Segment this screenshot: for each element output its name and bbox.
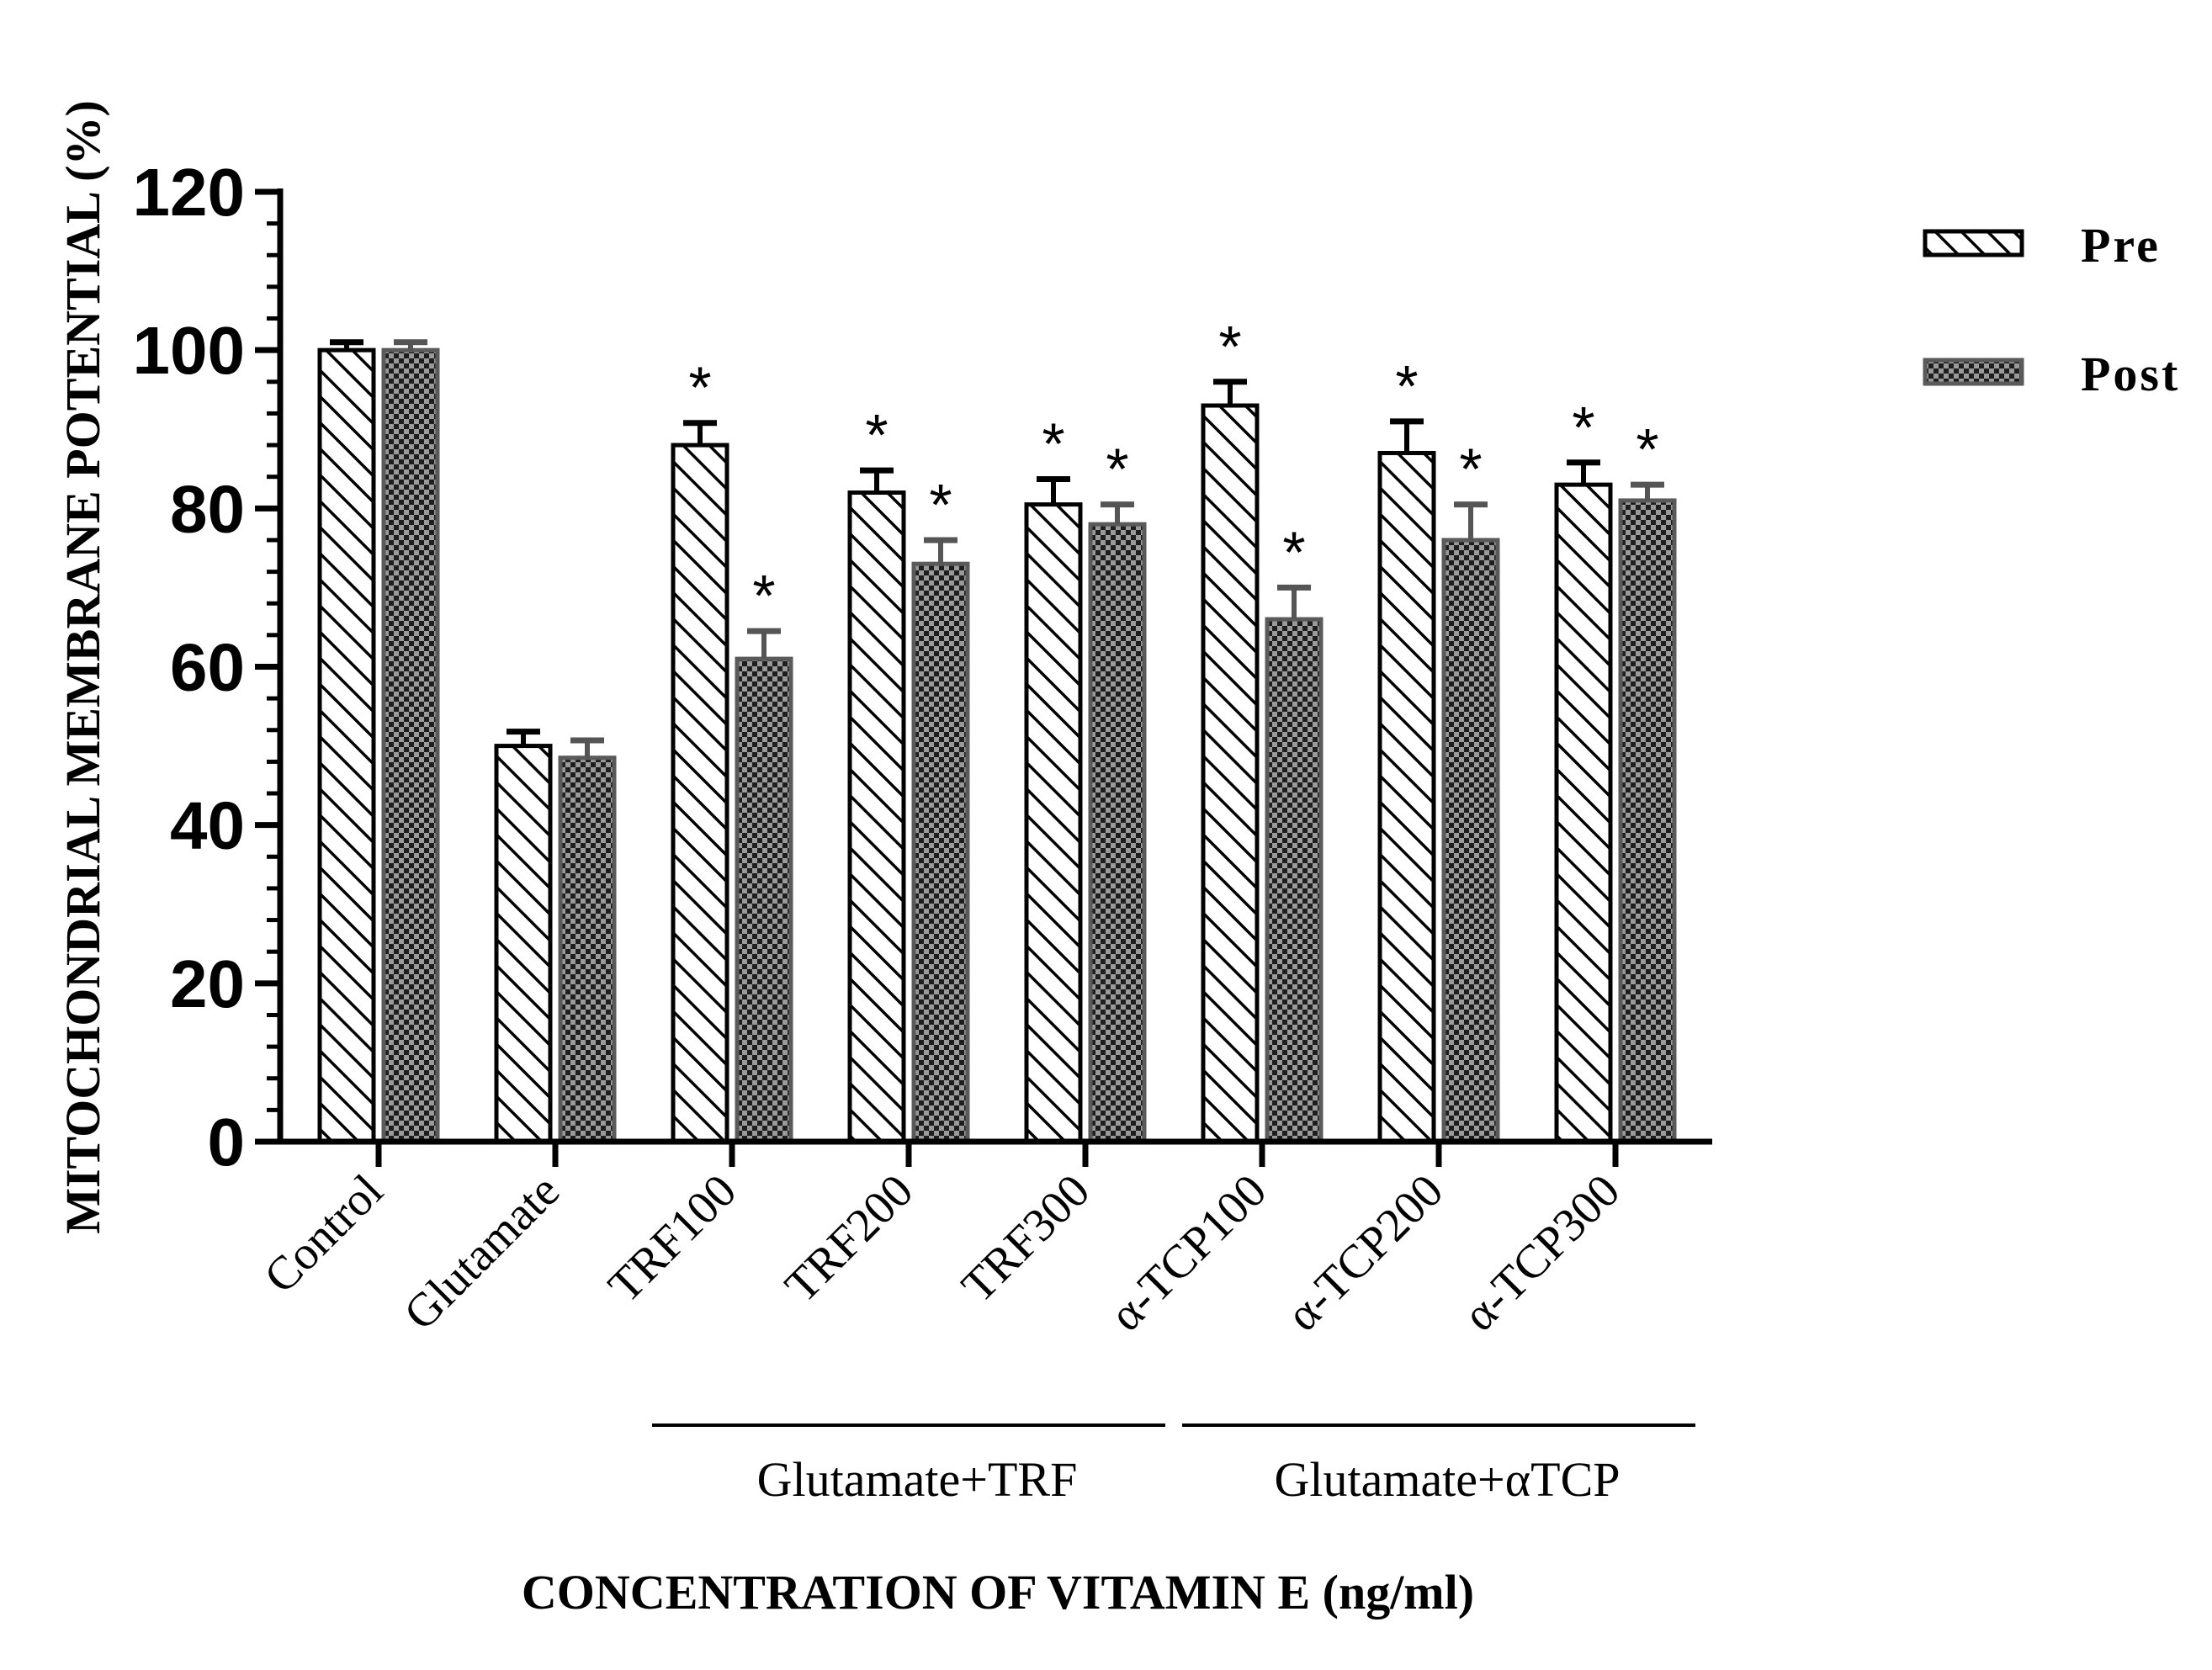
bar-pre-trf100 [671,443,729,1144]
significance-pre-trf300: * [1042,411,1064,477]
bar-post-tcp100 [1265,617,1323,1144]
bar-post-control [381,347,440,1144]
x-tick-label-tcp200: α-TCP200 [1276,1164,1453,1341]
bar-post-tcp300 [1618,498,1677,1144]
significance-pre-tcp300: * [1572,395,1594,460]
bar-post-trf200 [911,561,970,1144]
significance-post-trf100: * [752,563,775,628]
bar-pre-tcp300 [1554,482,1613,1144]
y-tick-label-100: 100 [133,313,245,388]
y-tick-label-40: 40 [170,788,245,863]
bar-pre-tcp200 [1377,450,1436,1144]
significance-post-tcp200: * [1459,437,1482,502]
x-tick-label-trf100: TRF100 [598,1164,746,1312]
x-tick-label-tcp100: α-TCP100 [1100,1164,1276,1341]
bar-post-tcp200 [1441,538,1500,1144]
significance-post-tcp100: * [1282,519,1305,585]
y-tick-label-80: 80 [170,471,245,546]
significance-pre-tcp200: * [1395,353,1418,419]
significance-pre-trf200: * [865,402,888,468]
legend-label-post: Post [2081,347,2180,401]
significance-post-trf300: * [1106,437,1128,502]
x-axis-title: CONCENTRATION OF VITAMIN E (ng/ml) [522,1565,1474,1620]
bar-pre-trf300 [1024,502,1083,1144]
y-tick-label-20: 20 [170,946,245,1021]
legend-label-pre: Pre [2081,218,2161,273]
significance-pre-tcp100: * [1218,314,1241,379]
y-axis-title: MITOCHONDRIAL MEMBRANE POTENTIAL (%) [56,100,110,1234]
x-tick-label-trf200: TRF200 [775,1164,923,1312]
axes-layer [255,188,1712,1427]
group-label-glutamate-tcp: Glutamate+αTCP [1274,1452,1620,1507]
bar-post-trf100 [735,656,793,1144]
x-tick-label-trf300: TRF300 [952,1164,1100,1312]
significance-post-tcp300: * [1636,416,1658,482]
y-tick-label-120: 120 [133,155,245,230]
significance-post-trf200: * [929,472,952,538]
y-tick-label-0: 0 [208,1105,246,1180]
bars-layer [317,339,1677,1144]
x-tick-label-glutamate: Glutamate [394,1164,570,1340]
bar-post-glutamate [558,755,617,1144]
bar-pre-control [317,347,376,1144]
legend-swatch-pre [1923,229,2024,257]
bar-pre-trf200 [847,490,906,1144]
significance-pre-trf100: * [688,355,711,421]
y-tick-label-60: 60 [170,630,245,705]
bar-post-trf300 [1088,522,1147,1144]
bar-pre-glutamate [494,744,553,1144]
legend: Pre Post [1923,218,2180,401]
x-tick-label-tcp300: α-TCP300 [1453,1164,1630,1341]
bar-pre-tcp100 [1201,403,1260,1144]
x-tick-label-control: Control [254,1164,393,1303]
legend-swatch-post [1923,358,2024,386]
group-label-glutamate-trf: Glutamate+TRF [757,1452,1078,1507]
